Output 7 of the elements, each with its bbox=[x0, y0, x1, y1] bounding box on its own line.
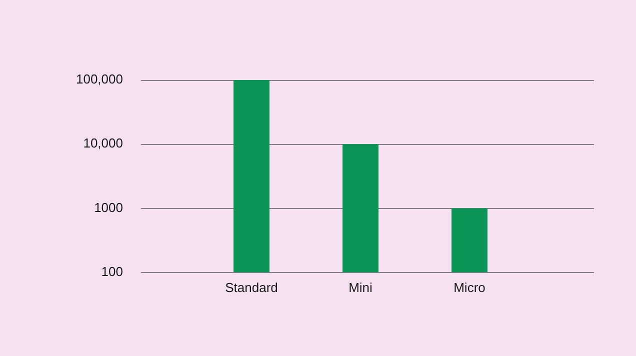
y-tick-label: 10,000 bbox=[83, 136, 123, 151]
y-tick-label: 1000 bbox=[94, 200, 123, 215]
x-tick-label: Standard bbox=[225, 280, 278, 295]
y-tick-label: 100 bbox=[101, 264, 123, 279]
x-tick-label: Mini bbox=[348, 280, 373, 295]
x-tick-label: Micro bbox=[454, 280, 486, 295]
y-tick-label: 100,000 bbox=[76, 72, 123, 87]
